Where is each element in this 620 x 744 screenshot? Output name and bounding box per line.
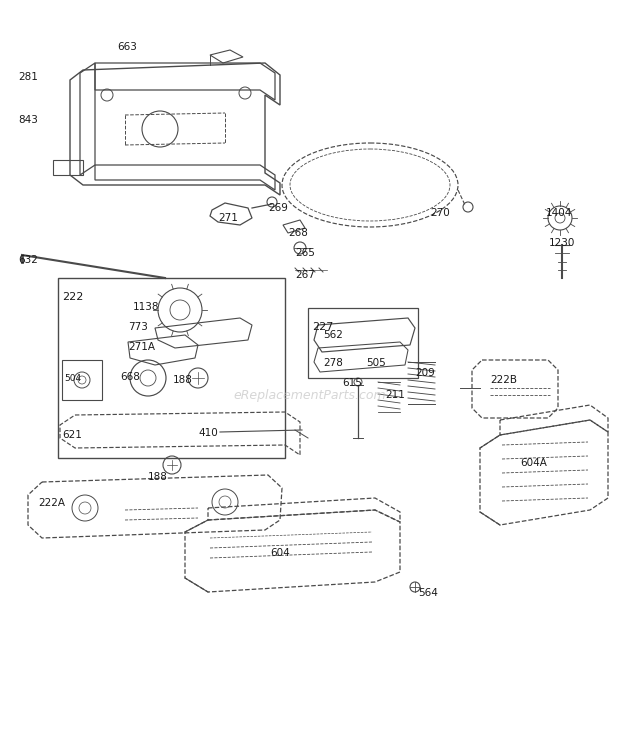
Text: 271A: 271A bbox=[128, 342, 155, 352]
Text: 1230: 1230 bbox=[549, 238, 575, 248]
Text: 265: 265 bbox=[295, 248, 315, 258]
Text: 278: 278 bbox=[323, 358, 343, 368]
Text: 269: 269 bbox=[268, 203, 288, 213]
Text: 604A: 604A bbox=[520, 458, 547, 468]
Text: 211: 211 bbox=[385, 390, 405, 400]
Text: 268: 268 bbox=[288, 228, 308, 238]
Text: 663: 663 bbox=[117, 42, 137, 52]
Text: 188: 188 bbox=[173, 375, 193, 385]
Text: 267: 267 bbox=[295, 270, 315, 280]
Text: 668: 668 bbox=[120, 372, 140, 382]
Text: 615: 615 bbox=[342, 378, 362, 388]
Text: 505: 505 bbox=[366, 358, 386, 368]
Text: 1404: 1404 bbox=[546, 208, 572, 218]
Text: 604: 604 bbox=[270, 548, 290, 558]
Text: 222A: 222A bbox=[38, 498, 65, 508]
Text: 564: 564 bbox=[418, 588, 438, 598]
Text: 271: 271 bbox=[218, 213, 238, 223]
Text: 621: 621 bbox=[62, 430, 82, 440]
Text: 773: 773 bbox=[128, 322, 148, 332]
Text: 227: 227 bbox=[312, 322, 334, 332]
Text: 209: 209 bbox=[415, 368, 435, 378]
Text: 843: 843 bbox=[18, 115, 38, 125]
Text: 188: 188 bbox=[148, 472, 168, 482]
Text: 281: 281 bbox=[18, 72, 38, 82]
Text: 562: 562 bbox=[323, 330, 343, 340]
Text: 632: 632 bbox=[18, 255, 38, 265]
Text: 1138: 1138 bbox=[133, 302, 159, 312]
Text: 504: 504 bbox=[64, 374, 81, 383]
Text: 270: 270 bbox=[430, 208, 450, 218]
Text: 222B: 222B bbox=[490, 375, 517, 385]
Text: eReplacementParts.com: eReplacementParts.com bbox=[234, 388, 386, 402]
Text: 410: 410 bbox=[198, 428, 218, 438]
Text: 222: 222 bbox=[62, 292, 83, 302]
